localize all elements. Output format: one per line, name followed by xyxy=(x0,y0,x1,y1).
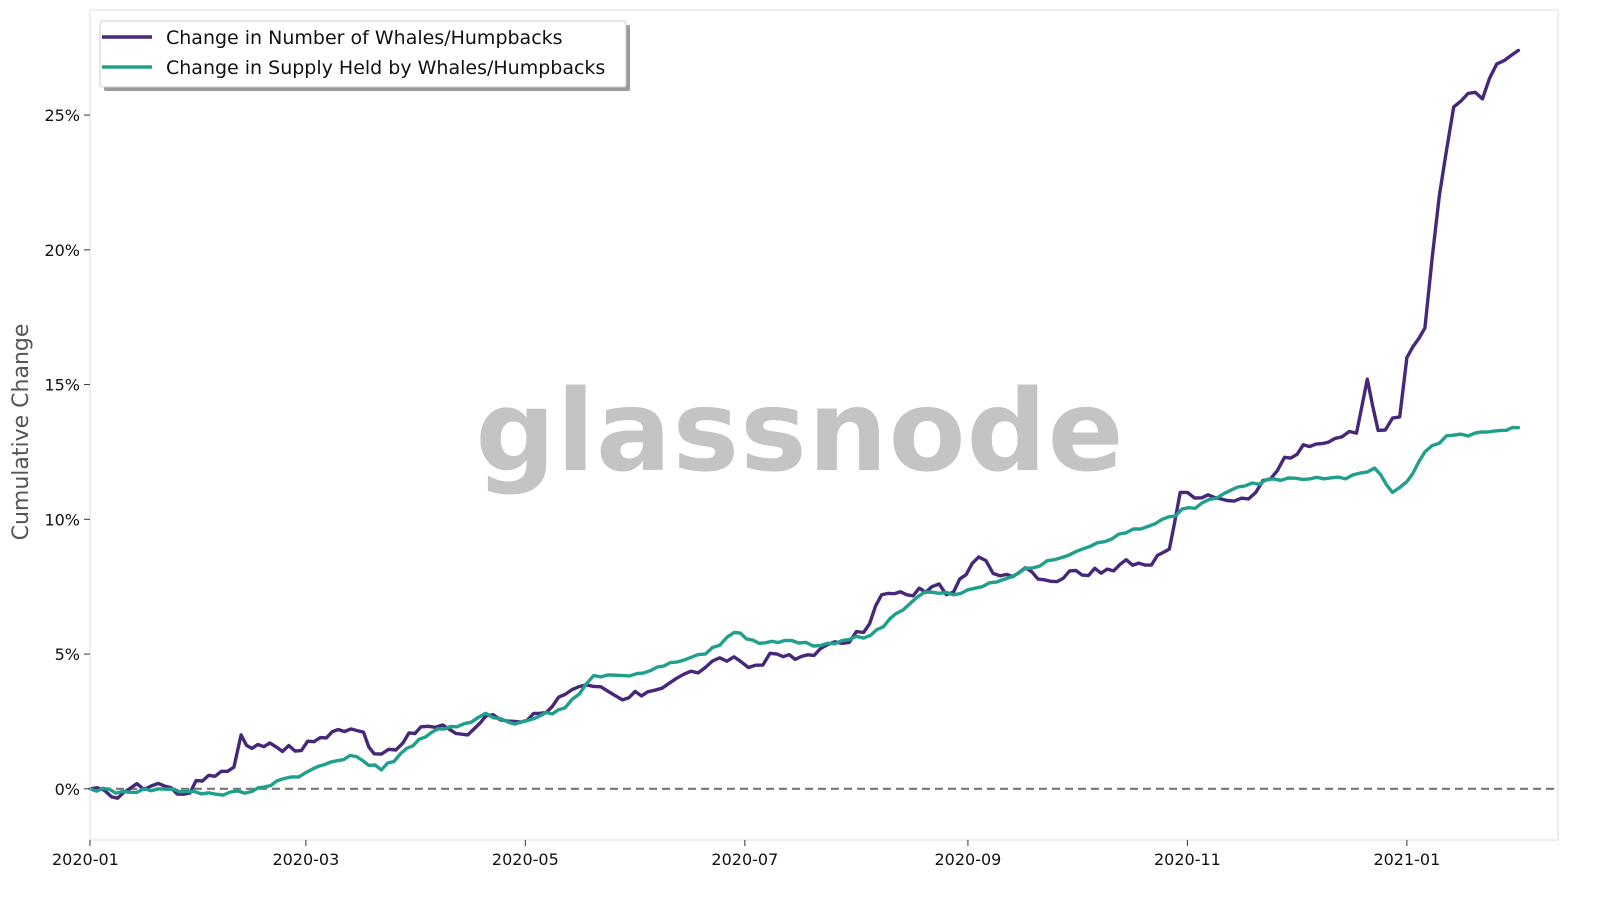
y-tick-label: 20% xyxy=(44,241,80,260)
legend-label-1: Change in Number of Whales/Humpbacks xyxy=(166,27,563,49)
legend: Change in Number of Whales/Humpbacks Chan… xyxy=(99,20,630,91)
series-line-2 xyxy=(88,425,1521,797)
y-tick-label: 15% xyxy=(44,376,80,395)
plot-frame xyxy=(89,9,1559,841)
y-tick-label: 0% xyxy=(55,780,80,799)
x-tick-label: 2020-11 xyxy=(1154,850,1221,869)
x-tick-label: 2020-09 xyxy=(934,850,1001,869)
y-tick-label: 25% xyxy=(44,106,80,125)
y-tick-label: 10% xyxy=(44,510,80,529)
watermark-logo: glassnode xyxy=(475,367,1124,497)
x-tick-label: 2021-01 xyxy=(1373,850,1440,869)
x-tick-label: 2020-07 xyxy=(711,850,778,869)
series-line-1 xyxy=(88,48,1521,800)
x-tick-label: 2020-05 xyxy=(492,850,559,869)
legend-label-2: Change in Supply Held by Whales/Humpback… xyxy=(166,57,605,79)
x-tick-label: 2020-01 xyxy=(52,850,119,869)
y-tick-label: 5% xyxy=(55,645,80,664)
legend-box xyxy=(99,20,627,88)
y-axis-label: Cumulative Change xyxy=(9,324,34,541)
plot-area xyxy=(88,48,1558,800)
axes: 0% 5% 10% 15% 20% 25% 2020-01 2020-03 2020-05 202… xyxy=(44,9,1559,869)
x-tick-label: 2020-03 xyxy=(272,850,339,869)
